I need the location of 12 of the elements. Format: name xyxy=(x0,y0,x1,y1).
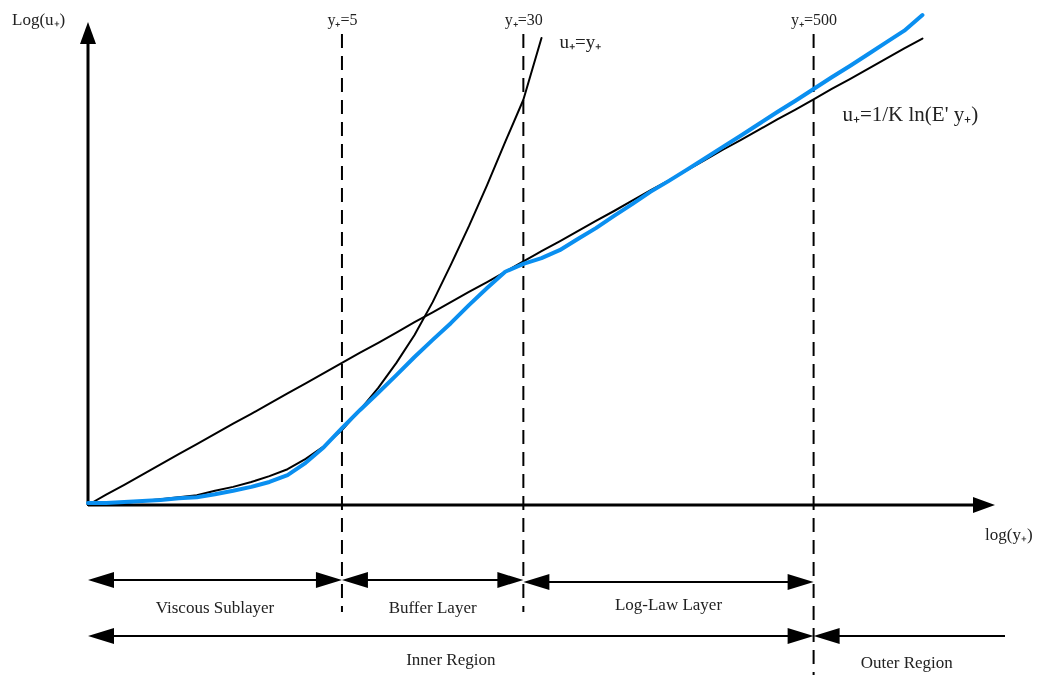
x-tick-label: y₊=500 xyxy=(791,11,838,29)
text: Buffer Layer xyxy=(388,598,477,617)
x-tick-label: y₊=30 xyxy=(504,11,543,29)
y-axis-title: Log(u₊) xyxy=(12,10,66,29)
text: Outer Region xyxy=(860,653,954,672)
text: Log-Law Layer xyxy=(614,595,723,614)
x-tick-label: y₊=5 xyxy=(327,11,358,29)
series-label: u₊=y₊ xyxy=(559,31,602,53)
series-label: u₊=1/K ln(E' y₊) xyxy=(842,101,979,126)
x-axis-title: log(y₊) xyxy=(985,525,1033,544)
text: Viscous Sublayer xyxy=(155,598,275,617)
text: Inner Region xyxy=(406,650,496,669)
